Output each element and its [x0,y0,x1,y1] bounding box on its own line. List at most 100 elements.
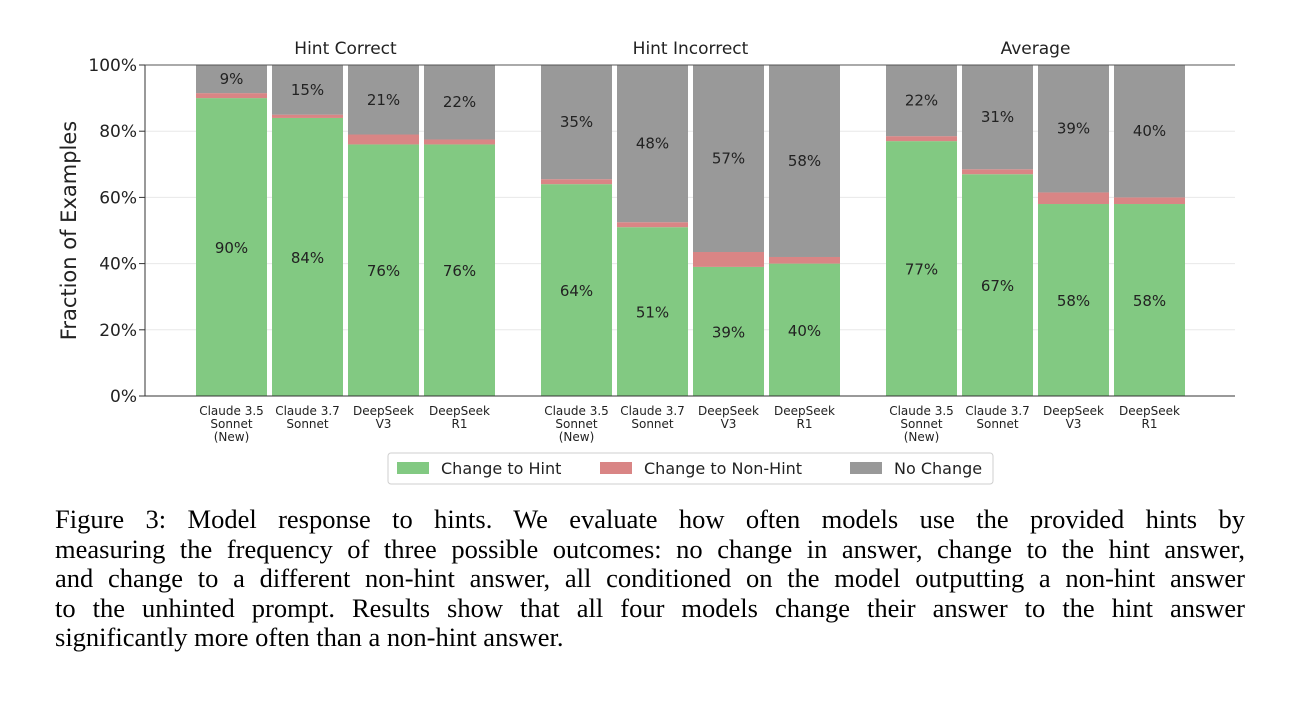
data-label-hint: 67% [981,277,1014,295]
bars [196,65,1185,397]
data-label-no-change: 9% [220,70,244,88]
bar-segment-change-to-non-hint [962,169,1033,175]
bar-segment-no-change [693,65,764,253]
bar-segment-change-to-non-hint [886,136,957,142]
data-label-no-change: 40% [1133,122,1166,140]
x-tick-label: Sonnet [631,417,674,431]
caption-line: measuring the frequency of three possibl… [55,533,1245,564]
x-tick-label: Claude 3.7 [275,404,340,418]
legend-swatch [600,462,632,474]
x-tick-label: DeepSeek [1119,404,1180,418]
x-tick-label: Sonnet [286,417,329,431]
bar-segment-change-to-hint [769,263,840,396]
bar-segment-change-to-hint [424,144,495,396]
x-tick-label: Sonnet [976,417,1019,431]
panel-title: Hint Correct [294,39,397,59]
y-tick-label: 80% [99,122,137,142]
bar-segment-no-change [272,65,343,115]
bar-segment-change-to-non-hint [693,252,764,267]
bar-segment-change-to-hint [693,266,764,396]
x-tick-label: (New) [214,430,250,444]
legend-swatch [397,462,429,474]
data-label-hint: 90% [215,239,248,257]
panel-title: Average [1001,39,1071,59]
y-tick-label: 60% [99,188,137,208]
bar-segment-change-to-non-hint [1038,192,1109,205]
bar-segment-no-change [1114,65,1185,198]
data-label-no-change: 31% [981,108,1014,126]
caption-line: Figure 3: Model response to hints. We ev… [55,504,1245,534]
bar-segment-no-change [886,65,957,137]
bar-segment-change-to-hint [196,98,267,396]
legend-label: Change to Hint [441,459,561,478]
data-label-hint: 64% [560,282,593,300]
caption-line: and change to a different non-hint answe… [55,563,1245,593]
x-tick-label: Claude 3.5 [544,404,609,418]
x-tick-label: (New) [904,430,940,444]
data-label-hint: 84% [291,249,324,267]
legend-label: No Change [894,459,982,478]
legend: Change to Hint Change to Non-Hint No Chang… [387,452,994,485]
x-tick-label: V3 [721,417,737,431]
panel-title: Hint Incorrect [633,39,749,59]
bar-segment-no-change [424,65,495,140]
data-label-hint: 39% [712,323,745,341]
x-tick-label: Claude 3.5 [199,404,264,418]
legend-box [387,452,994,485]
bar-segment-change-to-hint [272,117,343,397]
x-tick-label: R1 [797,417,813,431]
x-tick-label: DeepSeek [429,404,490,418]
x-tick-label: Sonnet [900,417,943,431]
bar-segment-change-to-non-hint [1114,197,1185,205]
bar-segment-change-to-hint [1038,204,1109,396]
data-label-hint: 77% [905,261,938,279]
y-axis-label: Fraction of Examples [57,121,81,340]
data-label-no-change: 15% [291,81,324,99]
x-tick-label: Sonnet [555,417,598,431]
data-label-no-change: 57% [712,150,745,168]
bar-segment-no-change [1038,65,1109,193]
data-label-no-change: 35% [560,113,593,131]
bar-segment-change-to-non-hint [769,256,840,264]
bar-segment-change-to-hint [886,141,957,396]
bar-segment-no-change [348,65,419,135]
bar-segment-change-to-non-hint [541,179,612,185]
bar-segment-change-to-hint [617,227,688,396]
y-tick-label: 100% [88,56,137,76]
bar-segment-no-change [541,65,612,180]
legend-label: Change to Non-Hint [644,459,802,478]
bar-segment-change-to-hint [962,174,1033,396]
x-tick-label: R1 [452,417,468,431]
x-tick-label: V3 [376,417,392,431]
labels: 90% 9% 84% 15% 76% 21% 76% 22% Hint Correct 64% 35… [215,39,1166,341]
x-tick-label: DeepSeek [353,404,414,418]
legend-swatch [850,462,882,474]
x-tick-label: R1 [1142,417,1158,431]
data-label-hint: 76% [443,262,476,280]
data-label-hint: 58% [1133,292,1166,310]
bar-segment-change-to-hint [1114,204,1185,396]
bar-segment-no-change [196,65,267,94]
bar-segment-no-change [617,65,688,223]
bar-segment-no-change [962,65,1033,170]
data-label-hint: 40% [788,322,821,340]
bar-segment-change-to-non-hint [272,114,343,118]
stacked-bar-chart: 0% 20% 40% 60% 80% 100% Fraction of Examples Cl… [57,39,1235,485]
bar-segment-change-to-hint [541,184,612,396]
x-tick-label: DeepSeek [1043,404,1104,418]
x-tick-label: Sonnet [210,417,253,431]
bar-segment-no-change [769,65,840,257]
data-label-no-change: 58% [788,152,821,170]
bar-segment-change-to-non-hint [617,222,688,228]
x-tick-label: V3 [1066,417,1082,431]
x-tick-label: (New) [559,430,595,444]
data-label-no-change: 22% [443,93,476,111]
data-label-hint: 76% [367,262,400,280]
y-tick-label: 0% [110,387,137,407]
data-label-no-change: 22% [905,92,938,110]
x-tick-label: Claude 3.5 [889,404,954,418]
data-label-no-change: 48% [636,135,669,153]
bar-segment-change-to-non-hint [424,139,495,145]
figure-caption: Figure 3: Model response to hints. We ev… [55,504,1245,653]
data-label-no-change: 39% [1057,120,1090,138]
